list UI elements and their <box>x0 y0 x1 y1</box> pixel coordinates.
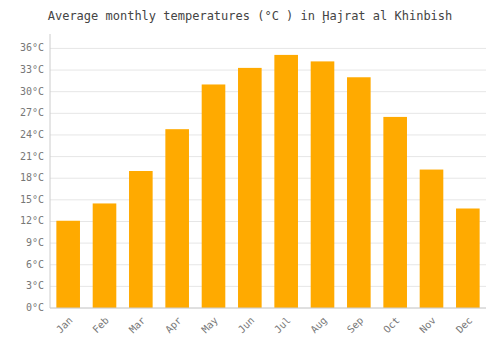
y-tick-label: 18°C <box>20 172 44 183</box>
bar <box>274 55 298 308</box>
bar <box>129 171 153 308</box>
x-tick-label: Dec <box>454 315 475 336</box>
grid-line <box>50 70 486 71</box>
y-tick-label: 24°C <box>20 129 44 140</box>
x-axis-line <box>50 308 486 309</box>
grid <box>50 48 486 308</box>
bar <box>56 221 80 308</box>
x-tick-label: Mar <box>127 315 148 336</box>
bar <box>202 84 226 308</box>
x-tick-label: Apr <box>163 315 184 336</box>
y-tick-label: 21°C <box>20 151 44 162</box>
x-tick-label: Jul <box>272 315 293 336</box>
bar <box>165 129 189 308</box>
x-tick-label: Jan <box>54 315 75 336</box>
title: Average monthly temperatures (°C ) in Ḩa… <box>48 9 453 23</box>
x-tick-label: Sep <box>345 315 366 336</box>
y-tick-label: 9°C <box>26 237 44 248</box>
y-tick-label: 6°C <box>26 259 44 270</box>
x-tick-label: May <box>199 315 220 336</box>
y-tick-label: 33°C <box>20 64 44 75</box>
x-tick-label: Oct <box>381 315 402 336</box>
grid-line <box>50 134 486 135</box>
bar <box>383 117 407 308</box>
chart: 0°C 3°C 6°C 9°C 12°C 15°C 18°C 21°C 24°C 27°C 30°C… <box>0 0 500 350</box>
grid-line <box>50 48 486 49</box>
x-tick-label: Feb <box>90 315 111 336</box>
bar <box>456 208 480 308</box>
bar <box>347 77 371 308</box>
y-tick-label: 27°C <box>20 107 44 118</box>
bar <box>238 68 262 308</box>
bar <box>93 203 117 308</box>
x-axis: Jan Feb Mar Apr May Jun Jul Aug Sep Oct Nov Dec <box>50 308 486 335</box>
y-axis: 0°C 3°C 6°C 9°C 12°C 15°C 18°C 21°C 24°C 27°C 30°C… <box>20 34 50 313</box>
y-tick-label: 36°C <box>20 42 44 53</box>
bars <box>56 55 479 308</box>
y-tick-label: 12°C <box>20 215 44 226</box>
x-tick-label: Aug <box>308 315 329 336</box>
x-tick-label: Nov <box>417 315 438 336</box>
bar <box>420 170 444 308</box>
y-axis-line <box>50 34 51 308</box>
x-tick-label: Jun <box>236 315 257 336</box>
grid-line <box>50 308 486 309</box>
y-tick-label: 3°C <box>26 280 44 291</box>
y-tick-label: 0°C <box>26 302 44 313</box>
grid-line <box>50 113 486 114</box>
bar <box>311 61 335 308</box>
grid-line <box>50 156 486 157</box>
y-tick-label: 15°C <box>20 194 44 205</box>
y-tick-label: 30°C <box>20 86 44 97</box>
grid-line <box>50 91 486 92</box>
